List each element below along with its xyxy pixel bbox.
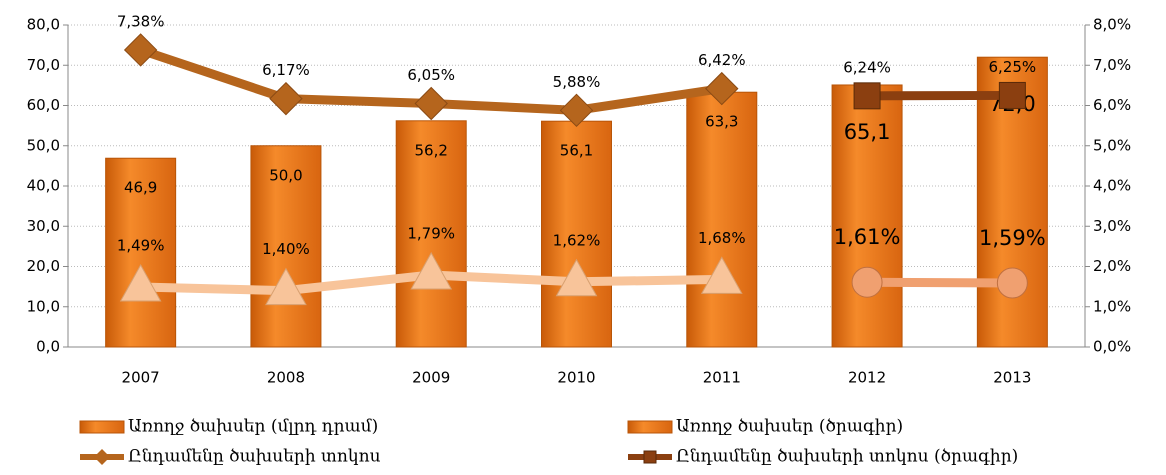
line-value-label: 6,42% [698, 51, 746, 69]
line-marker [414, 86, 448, 121]
x-tick-label: 2010 [557, 369, 595, 387]
y-tick-label: 50,0 [27, 136, 60, 154]
y2-tick-label: 2,0% [1093, 257, 1131, 275]
y2-tick-label: 1,0% [1093, 297, 1131, 315]
legend-label: Առողջ ծախսեր (ծրագիր) [676, 417, 903, 437]
line-value-label: 1,40% [262, 240, 310, 258]
line-marker [705, 71, 739, 106]
line-value-label: 1,59% [979, 226, 1046, 250]
line-marker [851, 266, 883, 298]
y2-tick-label: 0,0% [1093, 338, 1131, 356]
x-tick-label: 2007 [122, 369, 160, 387]
bar-value-label: 50,0 [269, 166, 302, 184]
line-marker [700, 256, 743, 294]
y2-tick-label: 3,0% [1093, 217, 1131, 235]
y-tick-label: 30,0 [27, 217, 60, 235]
legend-marker [643, 450, 657, 464]
line-value-label: 6,25% [989, 58, 1037, 76]
legend-label: Ընդամենը ծախսերի տոկոս [128, 447, 381, 467]
x-tick-label: 2011 [703, 369, 741, 387]
line-marker [998, 81, 1026, 109]
legend-label: Ընդամենը ծախսերի տոկոս (ծրագիր) [676, 447, 1018, 467]
x-tick-label: 2013 [993, 369, 1031, 387]
line-marker [555, 258, 598, 297]
y-tick-label: 40,0 [27, 177, 60, 195]
line-marker [410, 251, 453, 290]
legend-marker [94, 449, 110, 465]
y-tick-label: 80,0 [27, 16, 60, 34]
bar-value-label: 46,9 [124, 179, 157, 197]
x-tick-label: 2012 [848, 369, 886, 387]
y2-tick-label: 8,0% [1093, 16, 1131, 34]
line [867, 277, 1013, 288]
bar [686, 91, 758, 348]
line-marker [853, 82, 881, 110]
y-tick-label: 70,0 [27, 56, 60, 74]
line-marker [996, 267, 1028, 299]
line-marker [559, 93, 594, 128]
line-value-label: 1,49% [117, 237, 165, 255]
line-value-label: 7,38% [117, 12, 165, 30]
bar-value-label: 63,3 [705, 113, 738, 131]
line-marker [269, 81, 303, 116]
line-value-label: 1,62% [553, 231, 601, 249]
bar [831, 84, 903, 348]
bar [395, 120, 467, 348]
line-value-label: 6,24% [843, 58, 891, 76]
y2-tick-label: 5,0% [1093, 136, 1131, 154]
line-marker [119, 263, 162, 302]
legend-label: Առողջ ծախսեր (մլրդ դրամ) [128, 417, 378, 437]
bar-value-label: 65,1 [844, 120, 891, 144]
legend-swatch [627, 420, 673, 434]
y2-tick-label: 6,0% [1093, 96, 1131, 114]
bar-value-label: 56,1 [560, 142, 593, 160]
line-marker [123, 33, 158, 67]
x-tick-label: 2009 [412, 369, 450, 387]
line-value-label: 1,79% [407, 224, 455, 242]
bar [105, 157, 177, 348]
bar-value-label: 56,2 [415, 141, 448, 159]
bar [250, 145, 322, 348]
y2-tick-label: 4,0% [1093, 177, 1131, 195]
line-marker [265, 267, 307, 306]
line-value-label: 1,61% [834, 225, 901, 249]
y-tick-label: 10,0 [27, 297, 60, 315]
legend-swatch [79, 420, 125, 434]
line-value-label: 1,68% [698, 229, 746, 247]
y-tick-label: 20,0 [27, 257, 60, 275]
line-value-label: 6,17% [262, 61, 310, 79]
x-tick-label: 2008 [267, 369, 305, 387]
line-value-label: 5,88% [553, 73, 601, 91]
y-tick-label: 0,0 [36, 338, 60, 356]
y2-tick-label: 7,0% [1093, 56, 1131, 74]
y-tick-label: 60,0 [27, 96, 60, 114]
line-value-label: 6,05% [407, 66, 455, 84]
